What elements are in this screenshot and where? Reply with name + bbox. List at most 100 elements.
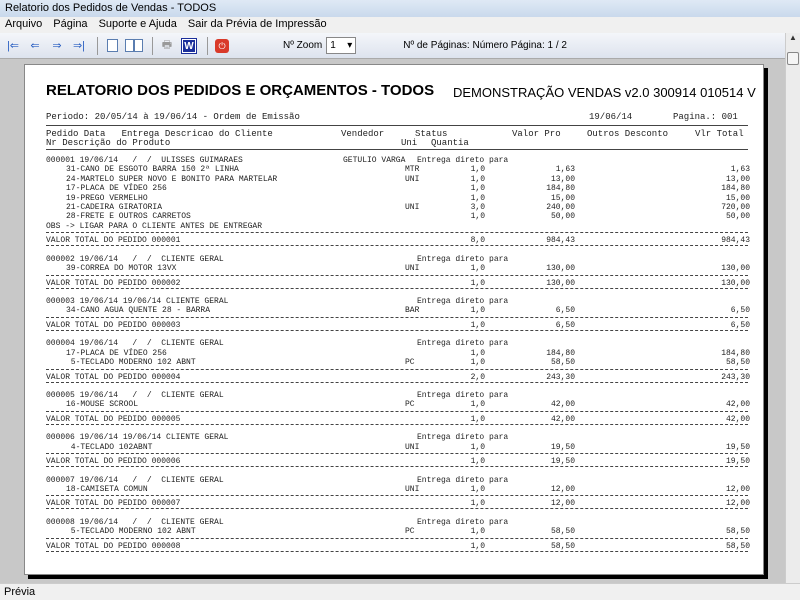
dashed-separator [46, 423, 748, 425]
dashed-separator [46, 550, 748, 552]
report-title: RELATORIO DOS PEDIDOS E ORÇAMENTOS - TOD… [46, 82, 435, 99]
dashed-separator [46, 287, 748, 289]
order-header: 000001 19/06/14 / / ULISSES GUIMARAES [46, 156, 243, 165]
item-price: 58,50 [550, 358, 575, 368]
order-status: Entrega direto para [417, 391, 509, 400]
menu-sair-previa[interactable]: Sair da Prévia de Impressão [187, 18, 327, 30]
item-quantity: 1,0 [470, 306, 485, 316]
dashed-separator [46, 232, 748, 234]
order-status: Entrega direto para [417, 297, 509, 306]
two-page-icon[interactable] [125, 37, 143, 55]
item-price: 6,50 [555, 306, 575, 316]
item-quantity: 1,0 [470, 212, 485, 222]
menu-arquivo[interactable]: Arquivo [5, 18, 43, 30]
window-title: Relatorio dos Pedidos de Vendas - TODOS [0, 0, 800, 17]
order-total-price: 6,50 [555, 320, 575, 330]
zoom-value: 1 [330, 40, 336, 51]
item-price: 19,50 [550, 442, 575, 452]
item-quantity: 1,0 [470, 264, 485, 274]
item-price: 240,00 [546, 203, 575, 212]
toolbar: |⇐ ⇐ ⇒ ⇒| 🖶 W ⏻ Nº Zoom 1 ▾ Nº de Páginas… [0, 33, 785, 59]
order-total-label: VALOR TOTAL DO PEDIDO 000005 [46, 414, 181, 424]
order-total-price: 130,00 [546, 278, 575, 288]
scroll-up-icon[interactable]: ▲ [789, 33, 797, 42]
item-price: 12,00 [550, 485, 575, 494]
order-status: Entrega direto para [417, 433, 509, 443]
power-exit-icon[interactable]: ⏻ [213, 37, 231, 55]
zoom-select[interactable]: 1 ▾ [326, 37, 357, 54]
order-header: 000008 19/06/14 / / CLIENTE GERAL [46, 517, 224, 527]
scroll-thumb[interactable] [787, 52, 799, 65]
separator [97, 36, 98, 55]
dashed-separator [46, 508, 748, 510]
col-header-valor: Valor Pro [512, 129, 561, 139]
item-total: 58,50 [725, 527, 750, 537]
order-total-value: 19,50 [725, 457, 750, 467]
item-total: 50,00 [725, 212, 750, 222]
item-description: 17-PLACA DE VÍDEO 256 [66, 348, 167, 358]
system-name: DEMONSTRAÇÃO VENDAS v2.0 300914 010514 V [453, 85, 756, 100]
first-page-icon[interactable]: |⇐ [6, 40, 20, 52]
order-total-label: VALOR TOTAL DO PEDIDO 000008 [46, 541, 181, 551]
chevron-down-icon: ▾ [347, 40, 353, 51]
order-total-quantity: 1,0 [470, 541, 485, 551]
item-quantity: 1,0 [470, 165, 485, 175]
order-total-label: VALOR TOTAL DO PEDIDO 000004 [46, 372, 181, 382]
order-total-value: 12,00 [725, 499, 750, 509]
order-header: 000004 19/06/14 / / CLIENTE GERAL [46, 339, 224, 349]
item-price: 184,80 [546, 184, 575, 194]
item-price: 50,00 [550, 212, 575, 222]
page-number: Pagina.: 001 [673, 112, 738, 122]
order-total-price: 984,43 [546, 236, 575, 246]
order-total-price: 58,50 [550, 541, 575, 551]
item-description: 24-MARTELO SUPER NOVO E BONITO PARA MART… [66, 174, 278, 184]
item-price: 1,63 [555, 165, 575, 175]
print-icon[interactable]: 🖶 [161, 39, 173, 51]
dashed-separator [46, 537, 748, 539]
status-bar: Prévia [0, 583, 800, 600]
col-header-pedido: Pedido Data Entrega Descricao do Cliente [46, 129, 273, 139]
menu-bar: Arquivo Página Suporte e Ajuda Sair da P… [0, 17, 800, 33]
single-page-icon[interactable] [103, 37, 121, 55]
menu-pagina[interactable]: Página [53, 18, 88, 30]
last-page-icon[interactable]: ⇒| [72, 40, 86, 52]
word-export-icon[interactable]: W [180, 37, 198, 55]
item-total: 58,50 [725, 358, 750, 368]
item-total: 6,50 [730, 306, 750, 316]
order-header: 000002 19/06/14 / / CLIENTE GERAL [46, 254, 224, 264]
item-total: 720,00 [721, 203, 750, 212]
col-header-outros: Outros Desconto [587, 129, 669, 139]
separator [207, 36, 208, 55]
order-status: Entrega direto para [417, 475, 509, 485]
item-description: 16-MOUSE SCROOL [66, 400, 139, 410]
order-header: 000003 19/06/14 19/06/14 CLIENTE GERAL [46, 297, 229, 306]
order-total-price: 12,00 [550, 499, 575, 509]
item-total: 130,00 [721, 264, 750, 274]
order-total-label: VALOR TOTAL DO PEDIDO 000001 [46, 236, 181, 246]
order-total-quantity: 1,0 [470, 414, 485, 424]
next-page-icon[interactable]: ⇒ [52, 40, 62, 52]
item-quantity: 1,0 [470, 527, 485, 537]
item-total: 1,63 [730, 165, 750, 175]
item-quantity: 1,0 [470, 174, 485, 184]
dashed-separator [46, 368, 748, 370]
order-total-quantity: 1,0 [470, 499, 485, 509]
item-description: 4-TECLADO 102ABNT [66, 442, 153, 452]
vertical-scrollbar[interactable]: ▲ [785, 33, 800, 583]
menu-suporte[interactable]: Suporte e Ajuda [98, 18, 177, 30]
col-header-uni: Uni [401, 138, 418, 148]
item-quantity: 1,0 [470, 348, 485, 358]
item-unit: PC [405, 400, 415, 410]
item-unit: PC [405, 358, 415, 368]
order-vendedor: GETULIO VARGA [343, 156, 406, 165]
dashed-separator [46, 495, 748, 497]
order-header: 000006 19/06/14 19/06/14 CLIENTE GERAL [46, 433, 229, 443]
order-total-quantity: 1,0 [470, 457, 485, 467]
prev-page-icon[interactable]: ⇐ [30, 40, 40, 52]
order-total-value: 42,00 [725, 414, 750, 424]
page-count-label: Nº de Páginas: Número Página: 1 / 2 [403, 40, 567, 51]
order-total-value: 984,43 [721, 236, 750, 246]
item-total: 42,00 [725, 400, 750, 410]
col-header-total: Vlr Total [695, 129, 744, 139]
item-price: 13,00 [550, 174, 575, 184]
